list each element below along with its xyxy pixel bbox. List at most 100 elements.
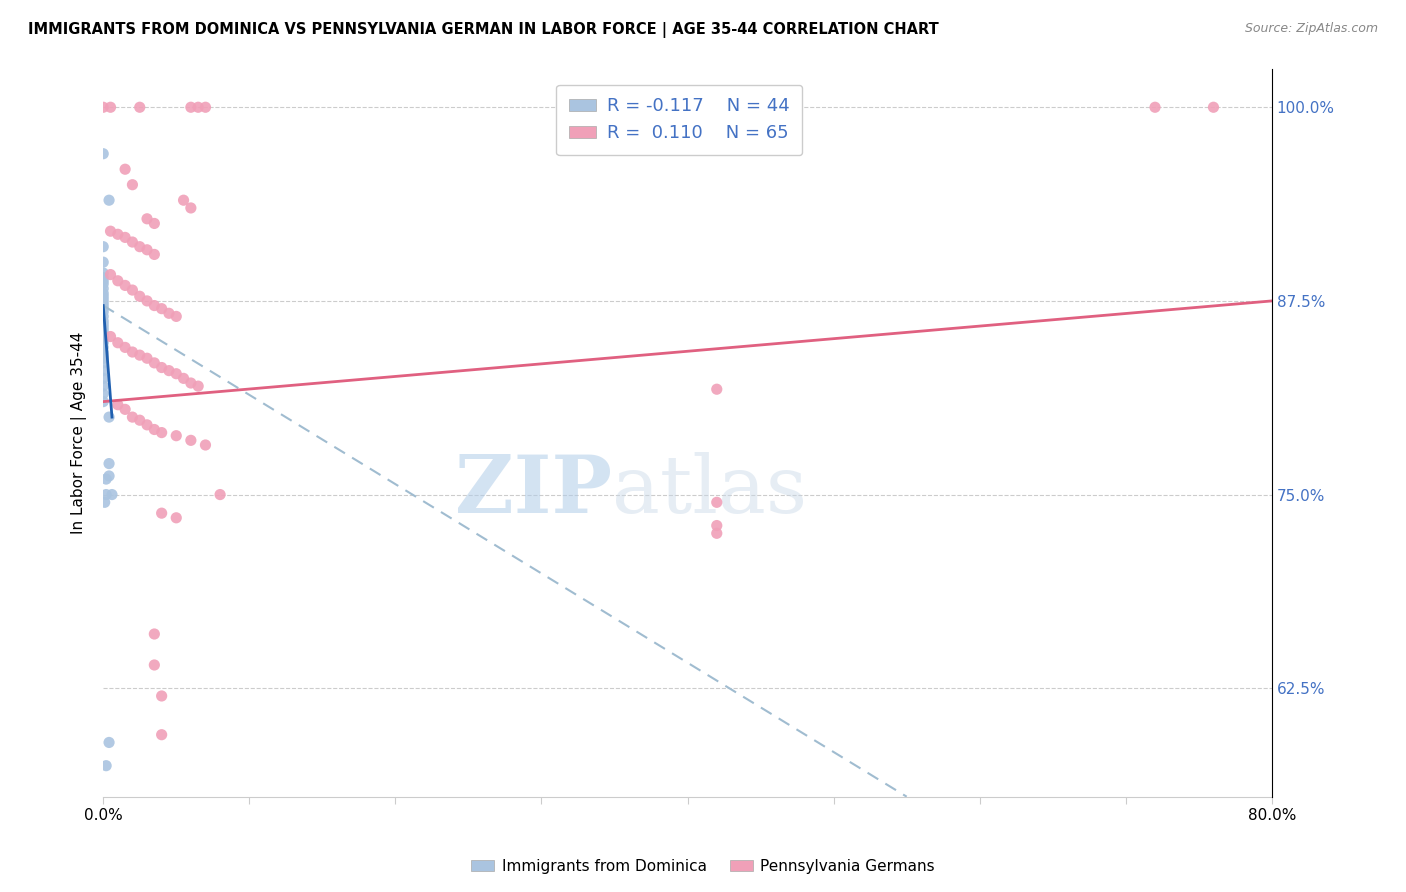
Point xyxy=(91,379,114,393)
Point xyxy=(114,278,136,293)
Point xyxy=(165,428,187,442)
Point xyxy=(98,457,121,471)
Point xyxy=(114,230,136,244)
Point xyxy=(1202,100,1225,114)
Point xyxy=(121,283,143,297)
Point xyxy=(91,289,114,303)
Point xyxy=(150,425,173,440)
Point xyxy=(91,335,114,350)
Point xyxy=(136,417,159,432)
Point xyxy=(150,301,173,316)
Point xyxy=(91,387,114,401)
Point xyxy=(143,299,166,313)
Point xyxy=(180,434,202,448)
Point xyxy=(91,277,114,291)
Point xyxy=(121,410,143,425)
Point xyxy=(98,735,121,749)
Point xyxy=(136,351,159,366)
Point xyxy=(143,627,166,641)
Point xyxy=(150,689,173,703)
Point xyxy=(180,376,202,390)
Point xyxy=(209,487,232,501)
Point xyxy=(157,306,180,320)
Point xyxy=(114,162,136,177)
Point xyxy=(173,193,195,207)
Point xyxy=(91,281,114,295)
Point xyxy=(91,310,114,324)
Point xyxy=(91,295,114,310)
Point xyxy=(91,240,114,254)
Point xyxy=(150,728,173,742)
Point xyxy=(143,356,166,370)
Point xyxy=(121,345,143,359)
Point xyxy=(143,658,166,673)
Point xyxy=(91,305,114,319)
Point xyxy=(91,329,114,343)
Point xyxy=(94,487,117,501)
Legend: R = -0.117    N = 44, R =  0.110    N = 65: R = -0.117 N = 44, R = 0.110 N = 65 xyxy=(557,85,803,155)
Text: atlas: atlas xyxy=(612,452,807,530)
Point xyxy=(107,398,129,412)
Point xyxy=(91,270,114,285)
Point xyxy=(100,100,122,114)
Point xyxy=(194,438,217,452)
Point xyxy=(107,227,129,242)
Point xyxy=(180,201,202,215)
Text: ZIP: ZIP xyxy=(454,452,612,530)
Point xyxy=(91,345,114,359)
Point xyxy=(165,310,187,324)
Point xyxy=(194,100,217,114)
Point xyxy=(143,217,166,231)
Point xyxy=(121,235,143,249)
Point xyxy=(91,299,114,313)
Point xyxy=(100,268,122,282)
Point xyxy=(150,360,173,375)
Point xyxy=(91,320,114,334)
Legend: Immigrants from Dominica, Pennsylvania Germans: Immigrants from Dominica, Pennsylvania G… xyxy=(465,853,941,880)
Point xyxy=(91,351,114,366)
Text: IMMIGRANTS FROM DOMINICA VS PENNSYLVANIA GERMAN IN LABOR FORCE | AGE 35-44 CORRE: IMMIGRANTS FROM DOMINICA VS PENNSYLVANIA… xyxy=(28,22,939,38)
Point xyxy=(93,495,115,509)
Point xyxy=(128,348,150,362)
Point xyxy=(98,410,121,425)
Point xyxy=(91,323,114,337)
Point xyxy=(706,495,728,509)
Point xyxy=(180,100,202,114)
Point xyxy=(173,371,195,385)
Point xyxy=(98,193,121,207)
Point xyxy=(91,100,114,114)
Point xyxy=(91,333,114,347)
Point xyxy=(91,274,114,288)
Point xyxy=(100,329,122,343)
Point xyxy=(91,146,114,161)
Point xyxy=(114,340,136,354)
Point xyxy=(706,382,728,396)
Text: Source: ZipAtlas.com: Source: ZipAtlas.com xyxy=(1244,22,1378,36)
Point xyxy=(91,356,114,370)
Point xyxy=(165,367,187,381)
Point xyxy=(94,758,117,772)
Point xyxy=(706,526,728,541)
Point xyxy=(91,348,114,362)
Point xyxy=(91,301,114,316)
Point xyxy=(187,100,209,114)
Point xyxy=(107,274,129,288)
Point xyxy=(100,224,122,238)
Point xyxy=(706,518,728,533)
Point xyxy=(91,293,114,307)
Point xyxy=(91,340,114,354)
Point xyxy=(91,326,114,341)
Point xyxy=(91,364,114,378)
Point xyxy=(143,423,166,437)
Y-axis label: In Labor Force | Age 35-44: In Labor Force | Age 35-44 xyxy=(72,332,87,533)
Point xyxy=(91,266,114,280)
Point xyxy=(136,243,159,257)
Point xyxy=(121,178,143,192)
Point xyxy=(128,289,150,303)
Point xyxy=(101,487,124,501)
Point xyxy=(165,511,187,525)
Point xyxy=(157,364,180,378)
Point xyxy=(91,371,114,385)
Point xyxy=(91,394,114,409)
Point xyxy=(91,255,114,269)
